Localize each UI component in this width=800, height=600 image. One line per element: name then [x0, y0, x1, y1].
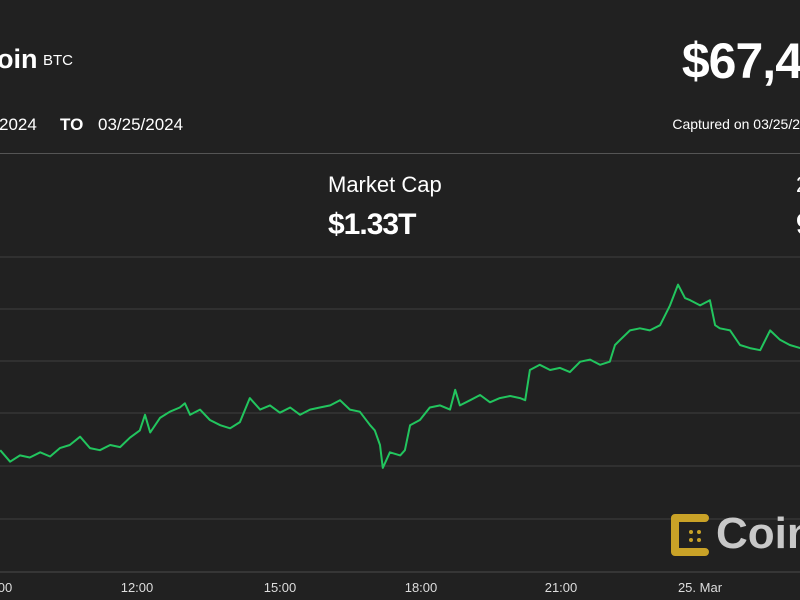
asset-symbol: BTC — [43, 52, 73, 69]
from-date: 2024 — [0, 115, 37, 134]
coindesk-logo-icon — [671, 514, 709, 556]
logo-text: Coin — [716, 509, 800, 558]
market-cap-label: Market Cap — [328, 172, 442, 197]
price-line — [0, 283, 800, 469]
to-label: TO — [60, 115, 84, 134]
market-cap-value: $1.33T — [328, 208, 416, 241]
x-tick-label: 00 — [0, 580, 12, 595]
stat-value-cropped: 9 — [796, 208, 800, 242]
x-tick-label: 12:00 — [121, 580, 154, 595]
x-tick-label: 15:00 — [264, 580, 297, 595]
x-tick-label: 21:00 — [545, 580, 578, 595]
to-date: 03/25/2024 — [98, 115, 184, 134]
captured-date: Captured on 03/25/2 — [672, 116, 800, 132]
x-tick-label: 18:00 — [405, 580, 438, 595]
x-tick-label: 25. Mar — [678, 580, 723, 595]
stat-label-cropped: 2 — [796, 172, 800, 198]
current-price: $67,4 — [681, 33, 800, 89]
divider — [0, 153, 800, 154]
asset-name: oin — [0, 44, 38, 74]
